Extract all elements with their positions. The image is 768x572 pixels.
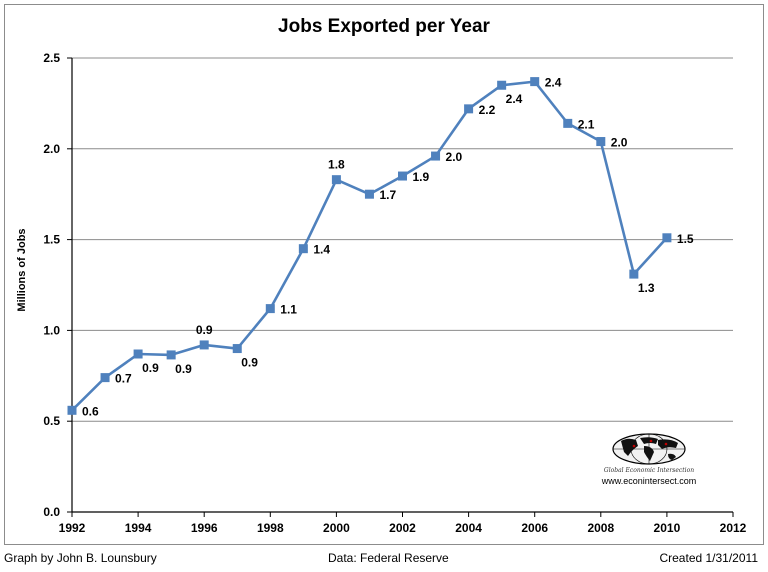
- data-point: [497, 80, 507, 90]
- data-label: 2.4: [506, 92, 523, 106]
- footer-created: Created 1/31/2011: [659, 551, 758, 565]
- data-label: 2.0: [611, 136, 628, 150]
- x-axis-ticks: 1992 1994 1996 1998 2000 2002 2004 2006 2008 2010…: [59, 512, 747, 535]
- data-label: 1.3: [638, 281, 655, 295]
- x-tick-label: 2002: [389, 521, 416, 535]
- data-label: 1.4: [313, 243, 330, 257]
- data-point: [67, 405, 77, 415]
- data-label: 0.6: [82, 404, 99, 418]
- data-point: [596, 137, 606, 147]
- data-label: 1.8: [328, 158, 345, 172]
- x-tick-label: 1994: [125, 521, 152, 535]
- data-label: 0.9: [175, 362, 192, 376]
- data-point: [199, 340, 209, 350]
- data-label: 2.1: [578, 117, 595, 131]
- data-point: [364, 189, 374, 199]
- data-point: [265, 304, 275, 314]
- x-tick-label: 2006: [521, 521, 548, 535]
- data-label: 2.2: [479, 103, 496, 117]
- data-label: 1.1: [280, 303, 297, 317]
- data-label: 0.9: [196, 323, 213, 337]
- data-label: 0.9: [142, 361, 159, 375]
- series-jobs-exported: [67, 77, 672, 415]
- x-tick-label: 2010: [654, 521, 681, 535]
- y-tick-label: 2.0: [43, 142, 60, 156]
- x-tick-label: 1998: [257, 521, 284, 535]
- y-tick-label: 0.5: [43, 414, 60, 428]
- data-point: [133, 349, 143, 359]
- y-axis-ticks: 0.0 0.5 1.0 1.5 2.0 2.5: [43, 51, 72, 519]
- data-point: [166, 350, 176, 360]
- y-axis-label: Millions of Jobs: [16, 228, 28, 311]
- data-label: 0.7: [115, 372, 132, 386]
- y-tick-label: 0.0: [43, 505, 60, 519]
- data-point: [232, 344, 242, 354]
- globe-icon: [612, 433, 686, 465]
- data-point: [563, 118, 573, 128]
- logo-org-name: Global Economic Intersection: [604, 467, 694, 474]
- data-point: [464, 104, 474, 114]
- logo-url: www.econintersect.com: [601, 476, 697, 486]
- data-label: 1.7: [379, 188, 396, 202]
- data-label: 0.9: [241, 356, 258, 370]
- data-labels: 0.6 0.7 0.9 0.9 0.9 0.9 1.1 1.4 1.8 1.7 1.9 2.0 2.2 2…: [82, 76, 694, 419]
- x-tick-label: 1996: [191, 521, 218, 535]
- data-label: 1.5: [677, 232, 694, 246]
- footer-credit: Graph by John B. Lounsbury: [4, 551, 157, 565]
- x-tick-label: 2008: [587, 521, 614, 535]
- data-label: 2.4: [545, 76, 562, 90]
- y-tick-label: 1.5: [43, 233, 60, 247]
- data-label: 1.9: [413, 170, 430, 184]
- data-point: [398, 171, 407, 181]
- data-point: [298, 244, 308, 254]
- y-tick-label: 2.5: [43, 51, 60, 65]
- x-tick-label: 2004: [455, 521, 482, 535]
- x-tick-label: 2012: [720, 521, 747, 535]
- gridlines: [72, 57, 733, 422]
- y-tick-label: 1.0: [43, 323, 60, 337]
- x-tick-label: 2000: [323, 521, 350, 535]
- econintersect-logo: Global Economic Intersection www.econint…: [601, 433, 697, 486]
- data-point: [431, 151, 441, 161]
- data-point: [100, 373, 110, 383]
- data-point: [530, 77, 540, 87]
- data-point: [331, 175, 341, 185]
- data-label: 2.0: [446, 150, 463, 164]
- x-tick-label: 1992: [59, 521, 86, 535]
- data-point: [629, 269, 639, 279]
- chart-title: Jobs Exported per Year: [278, 16, 490, 37]
- footer-source: Data: Federal Reserve: [328, 551, 449, 565]
- data-point: [662, 233, 672, 243]
